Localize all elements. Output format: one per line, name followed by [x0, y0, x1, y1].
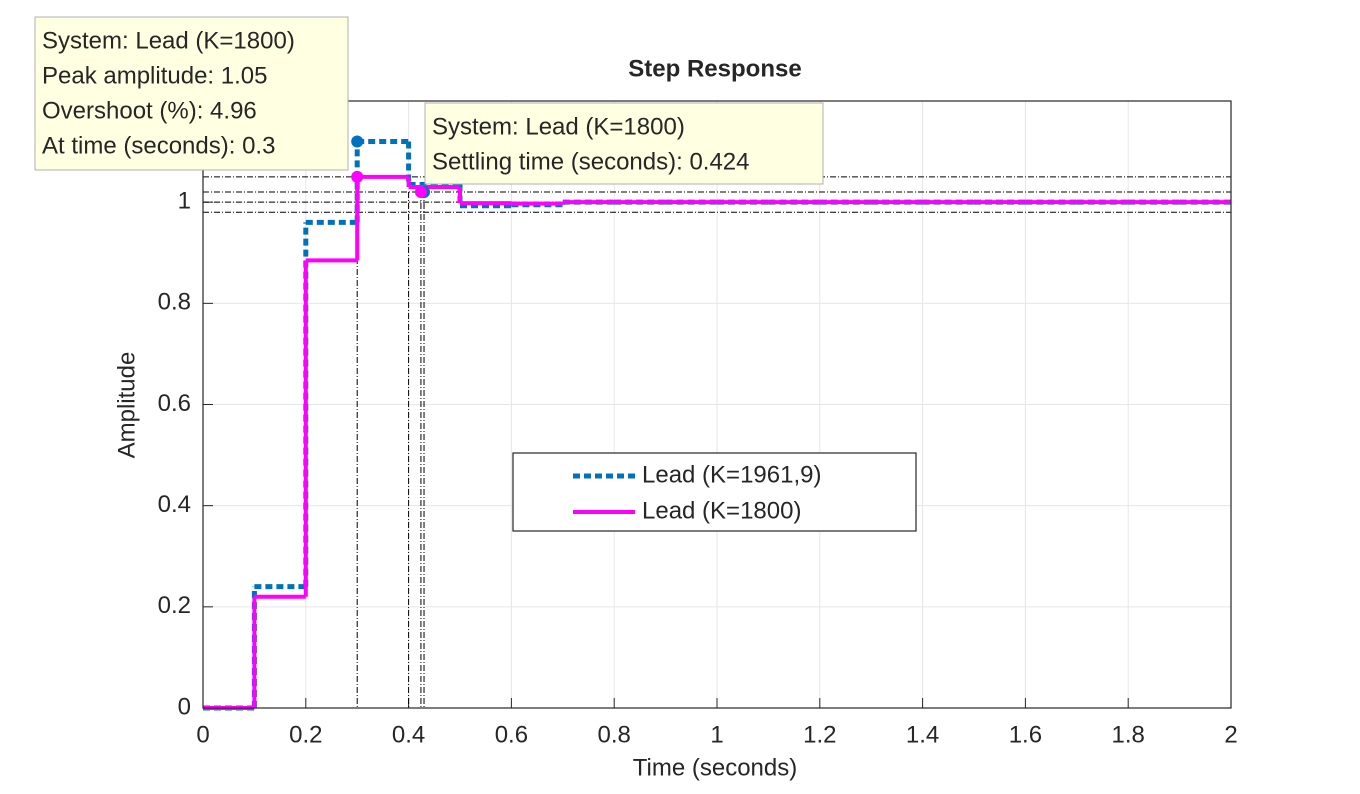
- data-tip-text: System: Lead (K=1800): [432, 113, 685, 140]
- legend-label: Lead (K=1961,9): [642, 461, 821, 488]
- x-axis-label: Time (seconds): [633, 754, 797, 781]
- data-tip-box: [424, 102, 824, 185]
- legend-box: [512, 452, 917, 532]
- y-tick-label: 0.2: [158, 592, 191, 619]
- y-axis-label: Amplitude: [113, 352, 140, 459]
- legend-label: Lead (K=1800): [642, 497, 801, 524]
- x-tick-label: 0: [196, 721, 209, 748]
- x-tick-label: 0.8: [598, 721, 631, 748]
- series: [203, 174, 1231, 710]
- axes-box: [202, 100, 1232, 709]
- data-tip-marker: [414, 186, 427, 199]
- x-tick-label: 1.4: [906, 721, 939, 748]
- x-tick-label: 2: [1224, 721, 1237, 748]
- x-tick-label: 0.2: [289, 721, 322, 748]
- data-tip-marker: [351, 135, 364, 148]
- y-tick-label: 0: [178, 693, 191, 720]
- x-tick-label: 1.6: [1009, 721, 1042, 748]
- x-tick-label: 1: [710, 721, 723, 748]
- chart-title: Step Response: [628, 55, 801, 82]
- y-tick-label: 0.6: [158, 390, 191, 417]
- data-tip-text: System: Lead (K=1800): [42, 27, 295, 54]
- data-tip-text: At time (seconds): 0.3: [42, 132, 275, 159]
- y-tick-label: 0.4: [158, 491, 191, 518]
- data-tip-box: [34, 16, 349, 171]
- y-tick-label: 0.8: [158, 289, 191, 316]
- x-tick-label: 0.4: [392, 721, 425, 748]
- y-tick-label: 1: [178, 188, 191, 215]
- data-tip-text: Overshoot (%): 4.96: [42, 97, 257, 124]
- data-tip-marker: [351, 170, 364, 183]
- x-tick-label: 1.2: [803, 721, 836, 748]
- x-tick-label: 1.8: [1112, 721, 1145, 748]
- data-tip-text: Peak amplitude: 1.05: [42, 62, 267, 89]
- x-tick-label: 0.6: [495, 721, 528, 748]
- data-tip-text: Settling time (seconds): 0.424: [432, 148, 750, 175]
